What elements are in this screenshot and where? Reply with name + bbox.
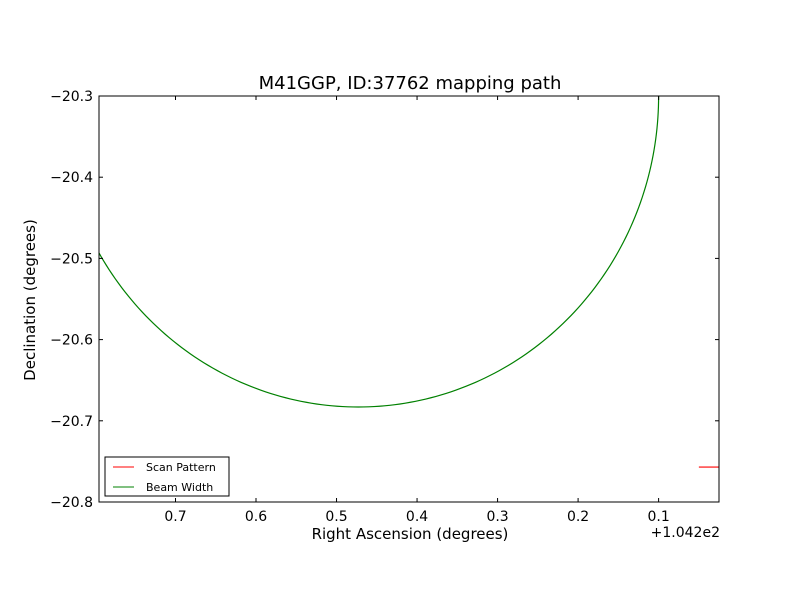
plot-frame (98, 95, 720, 503)
x-tick-label: 0.3 (486, 509, 508, 525)
plot-area (99, 96, 719, 502)
series-line-beam-width (99, 96, 660, 408)
legend-label-scan-pattern: Scan Pattern (146, 461, 216, 474)
y-tick-label: −20.8 (50, 495, 93, 511)
x-axis-label: Right Ascension (degrees) (312, 525, 509, 543)
x-tick-label: 0.4 (406, 509, 428, 525)
legend-label-beam-width: Beam Width (146, 481, 213, 494)
y-tick-label: −20.6 (50, 333, 93, 349)
y-axis-label: Declination (degrees) (21, 219, 39, 381)
y-tick-label: −20.3 (50, 89, 93, 105)
x-tick-label: 0.2 (567, 509, 589, 525)
tick-layer: 0.7 0.6 0.5 0.4 0.3 0.2 0.1 −20.3 −20.4 −20.5 −20.… (50, 89, 719, 525)
legend: Scan Pattern Beam Width (104, 456, 230, 497)
x-tick-label: 0.7 (164, 509, 186, 525)
legend-box (104, 456, 230, 497)
x-axis-offset-label: +1.042e2 (651, 525, 720, 541)
y-tick-label: −20.7 (50, 414, 93, 430)
x-tick-label: 0.5 (325, 509, 347, 525)
series-layer (99, 96, 719, 468)
x-tick-label: 0.6 (245, 509, 267, 525)
y-tick-label: −20.5 (50, 251, 93, 267)
x-tick-label: 0.1 (647, 509, 669, 525)
chart-title: M41GGP, ID:37762 mapping path (259, 73, 562, 94)
y-tick-label: −20.4 (50, 170, 93, 186)
